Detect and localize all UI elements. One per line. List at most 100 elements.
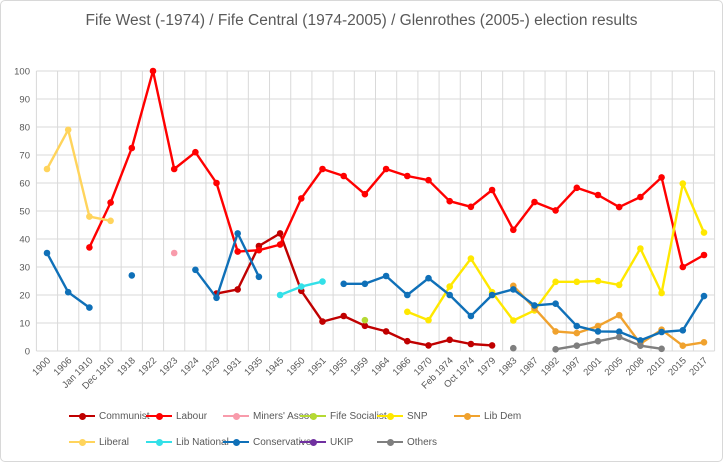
x-tick-label: 2001 bbox=[581, 355, 604, 378]
data-point bbox=[170, 249, 178, 257]
x-tick-label: 1955 bbox=[327, 355, 350, 378]
data-point bbox=[658, 174, 665, 181]
series-conservative bbox=[43, 230, 708, 344]
data-point bbox=[107, 217, 114, 225]
x-tick-label: 1922 bbox=[136, 355, 159, 378]
series-others bbox=[510, 333, 665, 353]
x-tick-label: 1950 bbox=[285, 355, 308, 378]
x-tick-label: 1900 bbox=[30, 355, 53, 378]
data-point bbox=[552, 278, 559, 286]
x-tick-label: 2015 bbox=[666, 355, 689, 378]
x-tick-label: 1964 bbox=[369, 355, 392, 378]
data-point bbox=[255, 246, 263, 254]
data-point bbox=[573, 184, 581, 192]
x-tick-label: 1997 bbox=[560, 355, 583, 378]
gridlines bbox=[35, 70, 716, 352]
data-point bbox=[340, 172, 348, 180]
x-tick-label: 1935 bbox=[242, 355, 265, 378]
data-point bbox=[531, 198, 538, 206]
series-line bbox=[45, 251, 91, 309]
x-tick-label: 1929 bbox=[200, 355, 223, 378]
data-point bbox=[192, 148, 199, 156]
x-tick-label: 1979 bbox=[475, 355, 498, 378]
data-point bbox=[425, 342, 432, 349]
data-point bbox=[594, 277, 602, 285]
data-point bbox=[615, 203, 623, 211]
data-point bbox=[552, 346, 559, 353]
data-point bbox=[467, 203, 475, 211]
series-line bbox=[554, 335, 663, 351]
y-tick-label: 40 bbox=[19, 234, 30, 245]
x-tick-label: 1959 bbox=[348, 355, 371, 378]
data-point bbox=[573, 322, 581, 330]
series-line bbox=[512, 284, 706, 347]
x-tick-label: 1924 bbox=[179, 355, 202, 378]
y-tick-label: 10 bbox=[19, 318, 30, 329]
x-tick-label: 1992 bbox=[539, 355, 562, 378]
series-line bbox=[342, 274, 706, 342]
data-point bbox=[404, 291, 411, 299]
series-communist bbox=[213, 230, 496, 349]
data-point bbox=[382, 328, 390, 335]
data-point bbox=[552, 300, 559, 308]
data-point bbox=[637, 245, 644, 252]
data-point bbox=[552, 328, 559, 335]
data-point bbox=[361, 280, 369, 288]
y-tick-label: 20 bbox=[19, 290, 30, 301]
x-tick-label: 1945 bbox=[264, 355, 287, 378]
data-point bbox=[573, 342, 581, 350]
x-tick-label: 1987 bbox=[518, 355, 541, 378]
y-tick-label: 100 bbox=[14, 66, 30, 77]
data-point bbox=[298, 283, 305, 290]
data-point bbox=[637, 193, 644, 201]
data-point bbox=[86, 304, 93, 311]
data-point bbox=[298, 195, 305, 202]
series-miners-assoc bbox=[170, 249, 178, 257]
data-point bbox=[446, 283, 454, 290]
data-point bbox=[615, 328, 623, 336]
data-point bbox=[615, 333, 623, 341]
data-point bbox=[234, 286, 241, 293]
y-tick-label: 70 bbox=[19, 150, 30, 161]
data-point bbox=[43, 165, 51, 173]
data-point bbox=[700, 251, 708, 259]
data-point bbox=[679, 342, 687, 350]
data-point bbox=[213, 179, 220, 187]
data-point bbox=[107, 199, 114, 206]
x-tick-label: 1931 bbox=[221, 355, 244, 378]
y-tick-label: 60 bbox=[19, 178, 30, 189]
data-point bbox=[446, 336, 454, 344]
data-point bbox=[700, 339, 708, 346]
y-tick-label: 30 bbox=[19, 262, 30, 273]
series-line bbox=[88, 69, 706, 269]
data-point bbox=[404, 172, 411, 180]
data-point bbox=[446, 291, 454, 299]
data-point bbox=[128, 144, 136, 152]
data-point bbox=[510, 226, 517, 234]
series-line bbox=[406, 182, 706, 322]
data-point bbox=[425, 176, 432, 184]
data-point bbox=[658, 328, 665, 336]
data-point bbox=[64, 126, 72, 134]
data-point bbox=[510, 344, 517, 352]
data-point bbox=[552, 207, 559, 214]
data-point bbox=[615, 311, 623, 319]
y-axis-labels: 0 10 20 30 40 50 60 70 80 90 100 bbox=[14, 66, 30, 357]
data-point bbox=[594, 191, 602, 199]
data-point bbox=[615, 281, 623, 289]
data-point bbox=[531, 302, 538, 309]
data-point bbox=[149, 67, 157, 75]
x-tick-label: 2010 bbox=[645, 355, 668, 378]
x-tick-label: 2005 bbox=[603, 355, 626, 378]
x-tick-label: 1918 bbox=[115, 355, 138, 378]
data-point bbox=[319, 278, 326, 285]
data-point bbox=[234, 248, 241, 255]
data-point bbox=[679, 180, 687, 187]
data-point bbox=[573, 329, 581, 337]
data-point bbox=[404, 337, 411, 345]
data-point bbox=[637, 342, 644, 350]
data-point bbox=[319, 165, 326, 173]
data-point bbox=[276, 241, 284, 248]
data-point bbox=[467, 255, 475, 262]
x-tick-label: 1966 bbox=[391, 355, 414, 378]
